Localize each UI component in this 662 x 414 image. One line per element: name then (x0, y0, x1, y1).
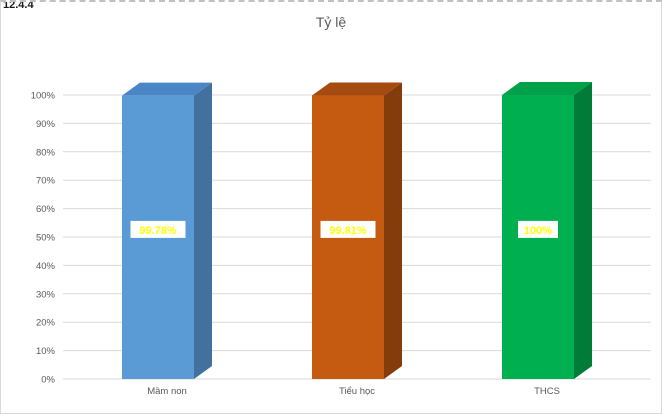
y-tick-label: 10% (36, 346, 56, 357)
y-tick-label: 100% (31, 91, 56, 102)
data-label-background (130, 220, 186, 238)
x-category-label: Tiểu học (339, 386, 375, 397)
bar-side-face[interactable] (194, 82, 212, 379)
y-tick-label: 60% (36, 204, 56, 215)
chart-title: Tỷ lệ (315, 14, 347, 30)
data-label: 99.81% (329, 225, 367, 237)
y-tick-label: 70% (36, 176, 56, 187)
bar-side-face[interactable] (574, 82, 592, 379)
bar-side-face[interactable] (384, 82, 402, 379)
y-tick-label: 90% (36, 119, 56, 130)
corner-label: 12.4.4 (3, 0, 34, 11)
data-label: 99.78% (139, 225, 177, 237)
bar-top-face[interactable] (312, 82, 402, 96)
bar-top-face[interactable] (502, 82, 592, 95)
x-category-label: THCS (534, 386, 560, 397)
y-tick-label: 0% (41, 375, 55, 386)
y-tick-label: 50% (36, 233, 56, 244)
data-label-background (320, 220, 376, 238)
y-tick-label: 40% (36, 261, 56, 272)
x-category-label: Mầm non (147, 386, 187, 397)
bar-top-face[interactable] (122, 82, 212, 96)
y-tick-label: 80% (36, 147, 56, 158)
data-label-background (518, 220, 558, 238)
data-label: 100% (524, 225, 552, 237)
y-tick-label: 30% (36, 289, 56, 300)
y-tick-label: 20% (36, 318, 56, 329)
